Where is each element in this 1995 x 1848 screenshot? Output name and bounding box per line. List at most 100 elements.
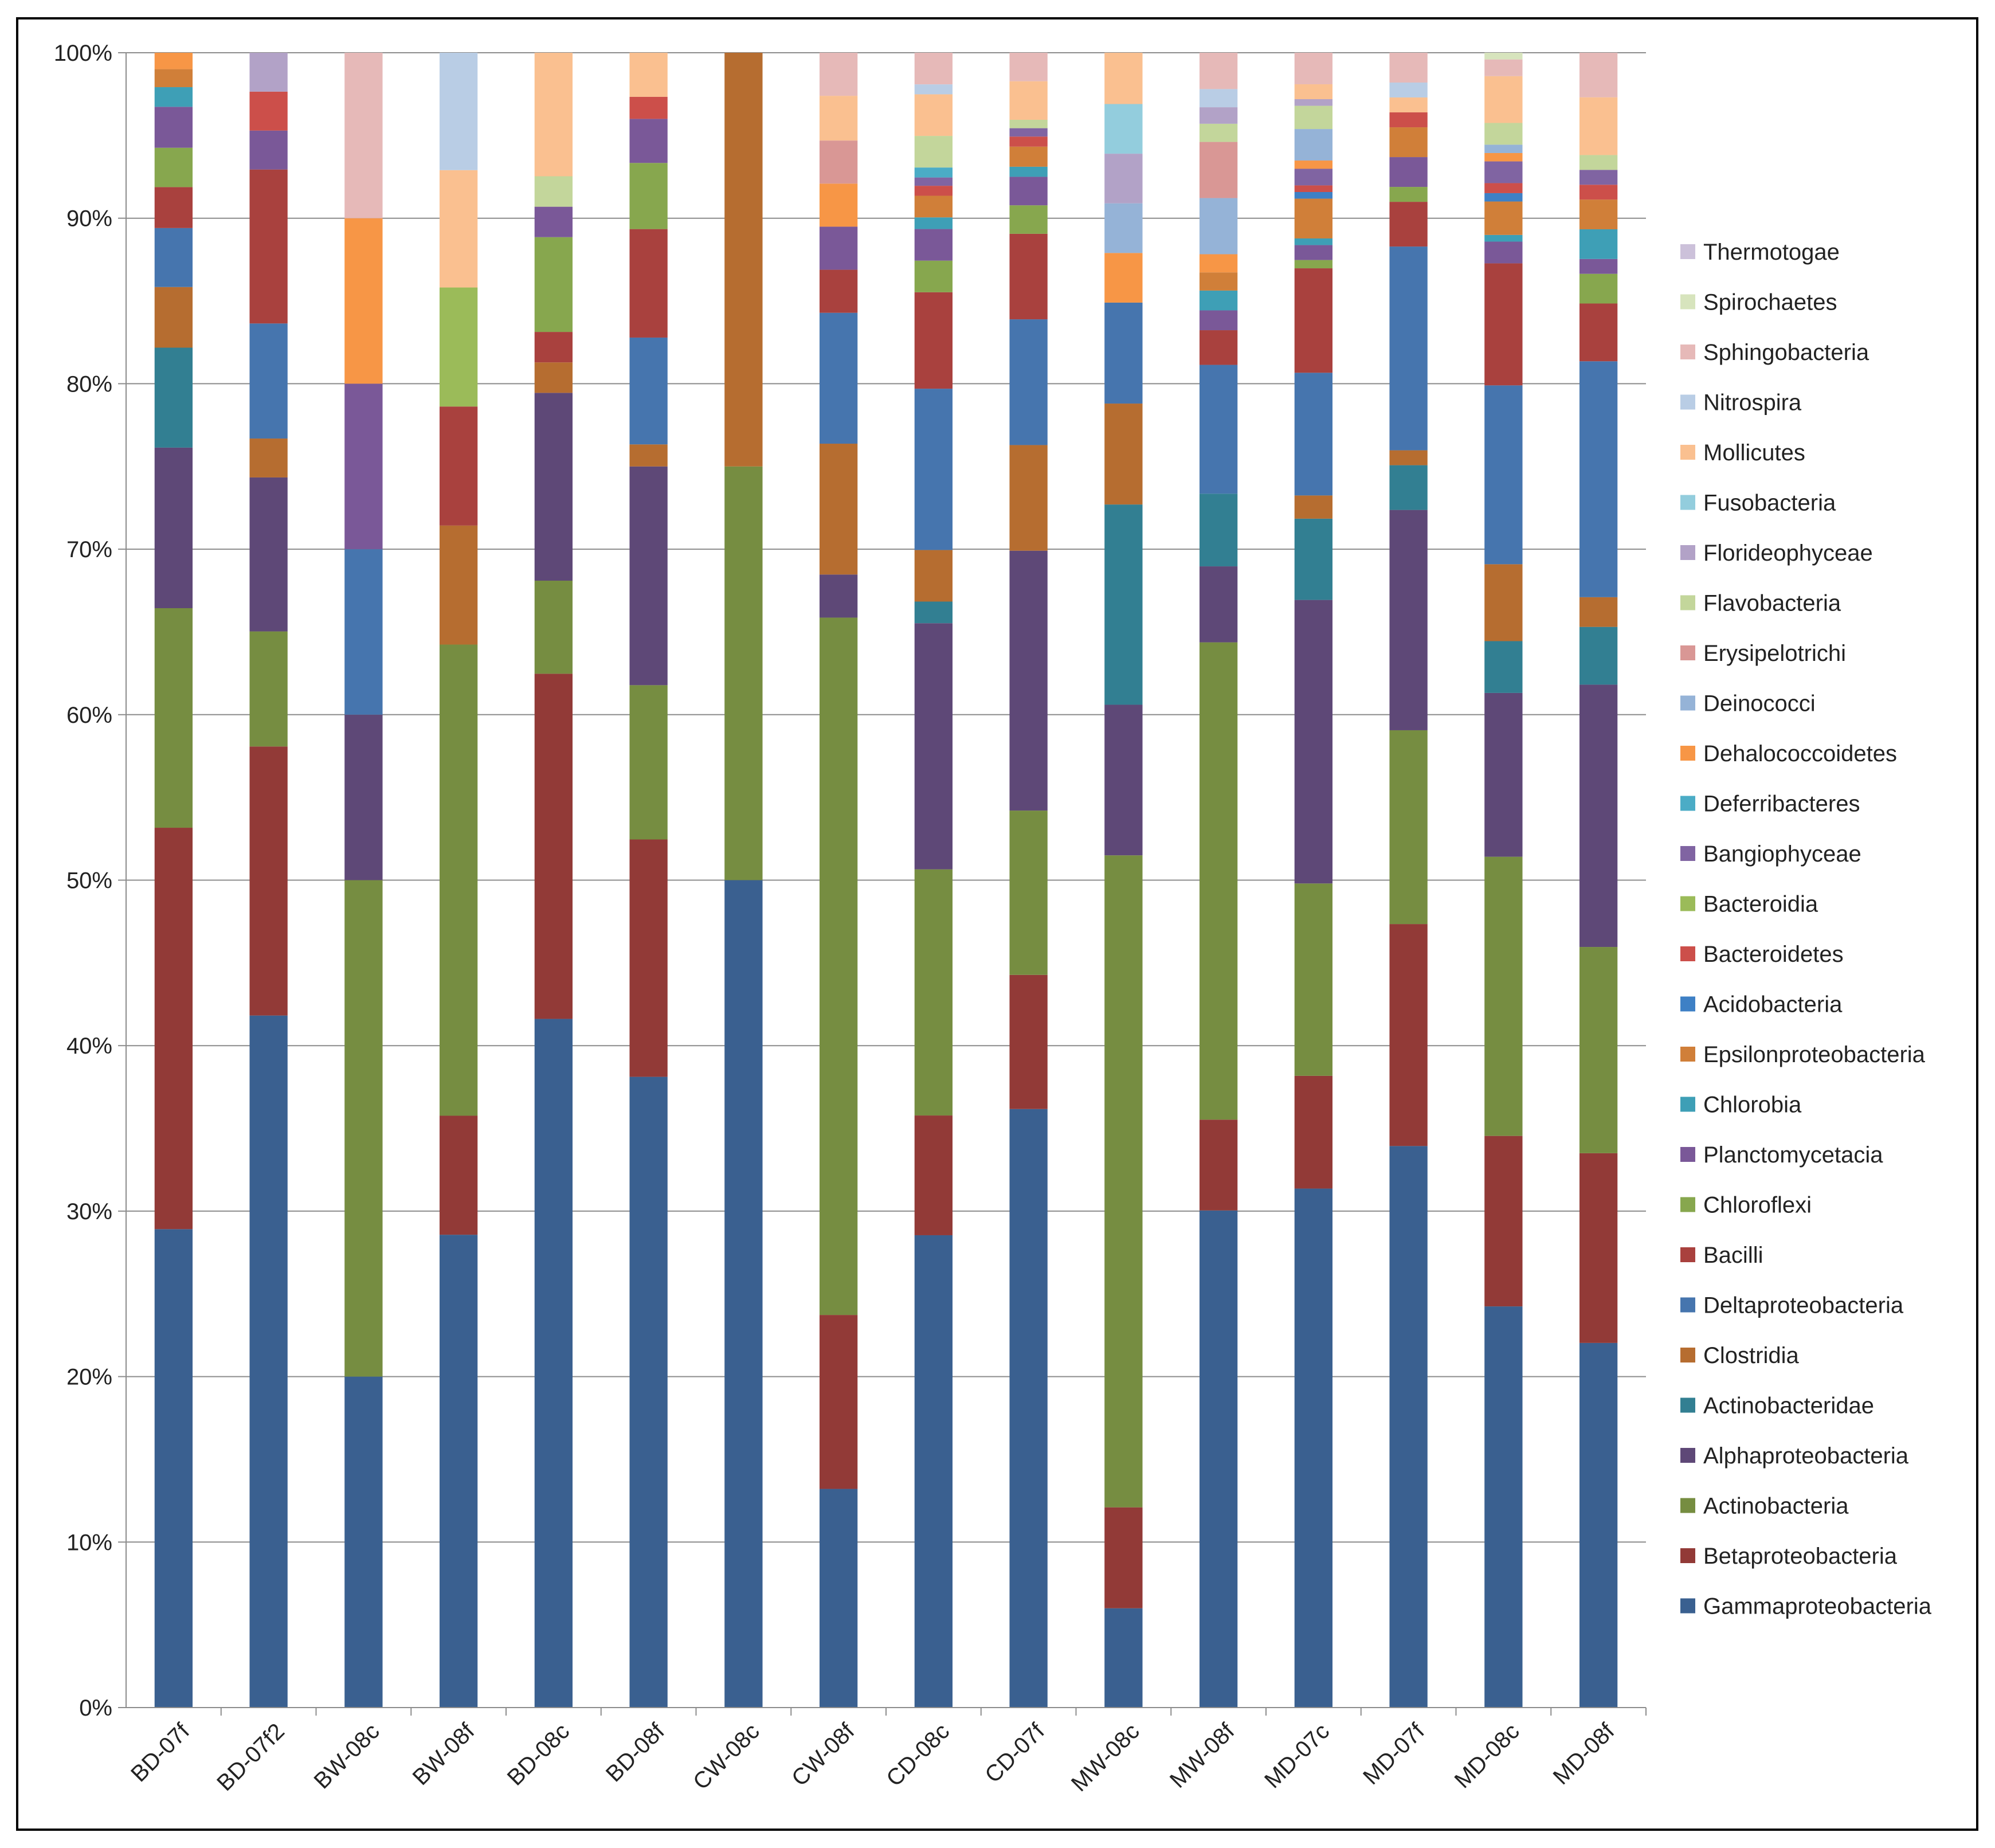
bar-md-08c-alphaproteobacteria (1484, 692, 1523, 857)
bar-md-08c-clostridia (1484, 564, 1523, 641)
bar-bd-08c-chloroflexi (534, 237, 573, 332)
bar-bw-08f-mollicutes (439, 170, 478, 288)
bar-bw-08c-dehalococcoidetes (344, 218, 383, 384)
legend-label-planctomycetacia: Planctomycetacia (1703, 1142, 1883, 1168)
bar-bd-07f-planctomycetacia (154, 107, 193, 148)
legend: Thermotogae Spirochaetes Sphingobacteria Ni… (1680, 240, 1932, 1619)
legend-swatch-sphingobacteria (1680, 344, 1695, 359)
legend-swatch-chlorobia (1680, 1097, 1695, 1112)
bar-cw-08c-clostridia (724, 53, 763, 467)
bar-md-07f-chloroflexi (1389, 187, 1428, 202)
legend-item-sphingobacteria: Sphingobacteria (1680, 340, 1869, 365)
bar-bd-08c-planctomycetacia (534, 206, 573, 237)
bar-cd-07f-mollicutes (1009, 81, 1048, 120)
y-tick-label-2: 20% (66, 1365, 112, 1390)
x-tick-label-cw-08f: CW-08f (787, 1718, 860, 1791)
bar-md-08c-bangiophyceae (1484, 161, 1523, 183)
bar-cw-08c-actinobacteria (724, 466, 763, 880)
bar-bd-07f2-betaproteobacteria (249, 746, 288, 1016)
legend-label-thermotogae: Thermotogae (1703, 240, 1840, 265)
bar-mw-08f-bacilli (1199, 330, 1238, 365)
bar-stack-mw-08c (1104, 53, 1143, 1708)
bar-md-08f-chlorobia (1579, 229, 1618, 259)
bar-cd-08c-sphingobacteria (914, 53, 953, 85)
bar-cw-08f-erysipelotrichi (819, 140, 858, 184)
legend-swatch-fusobacteria (1680, 495, 1695, 510)
bar-md-08f-bacteroidetes (1579, 185, 1618, 200)
bar-stack-bw-08c (344, 53, 383, 1708)
legend-swatch-gammaproteobacteria (1680, 1598, 1695, 1614)
bar-cw-08f-alphaproteobacteria (819, 574, 858, 618)
bar-cd-08c-bacteroidetes (914, 186, 953, 196)
y-tick-label-1: 10% (66, 1530, 112, 1555)
y-tick-label-7: 70% (66, 537, 112, 562)
bar-cd-07f-betaproteobacteria (1009, 974, 1048, 1109)
legend-item-gammaproteobacteria: Gammaproteobacteria (1680, 1594, 1932, 1619)
legend-swatch-epsilonproteobacteria (1680, 1047, 1695, 1062)
bar-cd-08c-alphaproteobacteria (914, 623, 953, 870)
bar-cd-08c-actinobacteria (914, 869, 953, 1116)
y-tick-label-3: 30% (66, 1199, 112, 1224)
bar-cd-07f-bacilli (1009, 233, 1048, 320)
bar-mw-08f-alphaproteobacteria (1199, 566, 1238, 643)
y-tick-label-10: 100% (54, 41, 112, 66)
bar-bw-08f-actinobacteria (439, 644, 478, 1116)
legend-item-nitrospira: Nitrospira (1680, 390, 1802, 416)
legend-swatch-actinobacteria (1680, 1498, 1695, 1513)
bar-bd-07f-betaproteobacteria (154, 828, 193, 1230)
bar-bd-07f2-florideophyceae (249, 53, 288, 92)
bar-cw-08f-bacilli (819, 269, 858, 313)
x-tick-label-mw-08f: MW-08f (1165, 1718, 1240, 1793)
legend-item-mollicutes: Mollicutes (1680, 440, 1805, 465)
bar-md-07f-clostridia (1389, 450, 1428, 465)
bar-stack-bd-07f (154, 53, 193, 1708)
legend-label-bacteroidia: Bacteroidia (1703, 892, 1818, 917)
bar-bd-08f-mollicutes (629, 53, 668, 97)
bar-cd-08c-chloroflexi (914, 260, 953, 292)
y-tick-label-6: 60% (66, 703, 112, 728)
legend-swatch-alphaproteobacteria (1680, 1448, 1695, 1463)
bar-bd-07f2-actinobacteria (249, 631, 288, 747)
bar-mw-08f-flavobacteria (1199, 123, 1238, 142)
bar-stack-cd-08c (914, 53, 953, 1708)
bar-md-07c-alphaproteobacteria (1294, 600, 1333, 884)
bar-cw-08f-betaproteobacteria (819, 1315, 858, 1489)
legend-item-erysipelotrichi: Erysipelotrichi (1680, 641, 1846, 666)
bar-md-07c-gammaproteobacteria (1294, 1188, 1333, 1708)
bar-stack-cw-08c (724, 53, 763, 1708)
x-tick-label-md-07f: MD-07f (1358, 1718, 1429, 1790)
bar-md-08f-bacilli (1579, 303, 1618, 362)
bar-cw-08f-clostridia (819, 444, 858, 575)
bar-md-08c-epsilonproteobacteria (1484, 201, 1523, 235)
bar-md-08f-epsilonproteobacteria (1579, 199, 1618, 229)
bar-md-07c-actinobacteria (1294, 883, 1333, 1076)
bar-mw-08f-gammaproteobacteria (1199, 1210, 1238, 1708)
y-tick-label-4: 40% (66, 1033, 112, 1059)
bar-md-07f-epsilonproteobacteria (1389, 127, 1428, 158)
bar-bw-08f-betaproteobacteria (439, 1115, 478, 1235)
bar-md-07c-clostridia (1294, 495, 1333, 519)
bar-mw-08c-fusobacteria (1104, 104, 1143, 154)
bar-md-07c-florideophyceae (1294, 99, 1333, 106)
legend-swatch-flavobacteria (1680, 595, 1695, 610)
bar-cd-07f-gammaproteobacteria (1009, 1109, 1048, 1708)
bar-md-07f-deltaproteobacteria (1389, 246, 1428, 451)
bar-md-08c-bacteroidetes (1484, 183, 1523, 193)
bar-mw-08c-actinobacteridae (1104, 504, 1143, 705)
bar-cd-08c-nitrospira (914, 84, 953, 95)
bar-cd-08c-bacilli (914, 292, 953, 389)
bar-md-07f-bacteroidetes (1389, 112, 1428, 128)
legend-item-betaproteobacteria: Betaproteobacteria (1680, 1544, 1898, 1569)
legend-item-actinobacteridae: Actinobacteridae (1680, 1393, 1874, 1419)
legend-swatch-nitrospira (1680, 394, 1695, 410)
y-tick-label-5: 50% (66, 868, 112, 894)
legend-label-bacteroidetes: Bacteroidetes (1703, 942, 1844, 967)
bar-md-07f-betaproteobacteria (1389, 924, 1428, 1146)
bar-bw-08f-bacteroidia (439, 287, 478, 407)
legend-swatch-clostridia (1680, 1348, 1695, 1362)
bar-cd-07f-actinobacteria (1009, 811, 1048, 975)
bar-bd-08c-clostridia (534, 362, 573, 393)
bar-cd-07f-deltaproteobacteria (1009, 319, 1048, 445)
x-tick-label-md-08f: MD-08f (1549, 1718, 1620, 1790)
bar-md-07c-bacilli (1294, 268, 1333, 373)
